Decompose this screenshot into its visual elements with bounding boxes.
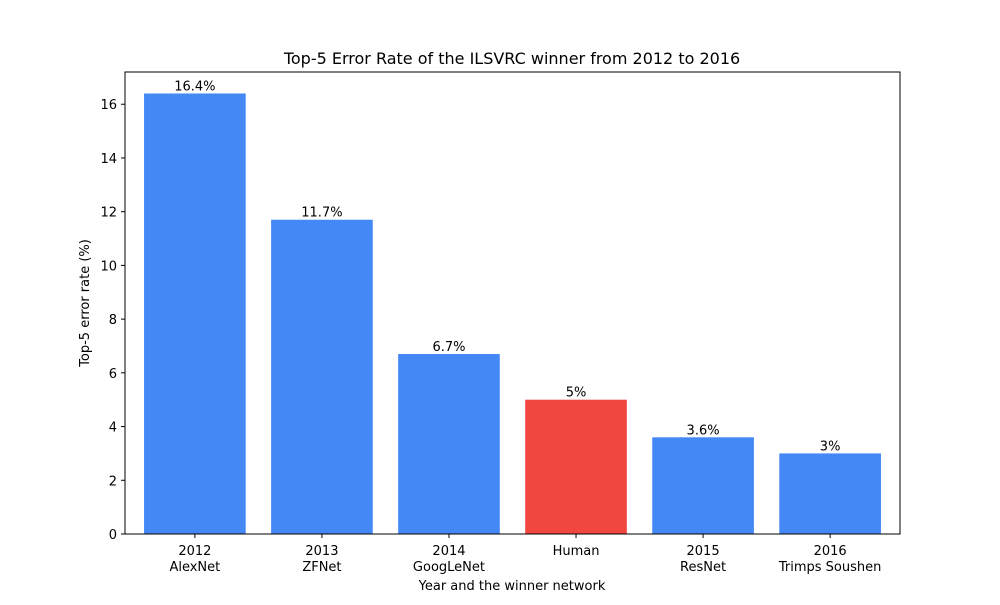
x-tick-label: 2012: [178, 544, 211, 559]
y-tick-label: 16: [100, 98, 117, 113]
data-label: 16.4%: [174, 79, 215, 94]
chart-title: Top-5 Error Rate of the ILSVRC winner fr…: [283, 49, 740, 68]
x-axis-label: Year and the winner network: [418, 579, 606, 594]
plot-frame: [124, 71, 901, 535]
data-label: 5%: [566, 386, 587, 401]
y-tick-label: 10: [100, 259, 117, 274]
y-tick-label: 4: [109, 421, 117, 436]
x-tick-label: 2014: [432, 544, 465, 559]
y-tick-label: 8: [109, 313, 117, 328]
x-tick-label: Human: [553, 544, 600, 559]
y-axis-label: Top-5 error rate (%): [78, 239, 93, 368]
bar: [271, 219, 373, 535]
x-tick-label: GoogLeNet: [413, 560, 485, 575]
x-tick-label: 2015: [687, 544, 720, 559]
data-label: 3%: [820, 439, 841, 454]
bar: [525, 399, 627, 534]
y-tick-label: 6: [109, 367, 117, 382]
bar: [398, 354, 500, 534]
data-label: 3.6%: [687, 423, 720, 438]
y-tick-label: 14: [100, 152, 117, 167]
x-tick-label: 2013: [305, 544, 338, 559]
y-tick-label: 0: [109, 528, 117, 543]
data-label: 11.7%: [301, 206, 342, 221]
x-tick-label: 2016: [814, 544, 847, 559]
bar: [779, 453, 881, 534]
data-label: 6.7%: [432, 340, 465, 355]
plot-area: 16.4%2012AlexNet11.7%2013ZFNet6.7%2014Go…: [100, 71, 901, 575]
x-tick-label: ZFNet: [302, 560, 341, 575]
x-tick-label: AlexNet: [169, 560, 220, 575]
y-tick-label: 2: [109, 474, 117, 489]
x-tick-label: Trimps Soushen: [778, 560, 882, 575]
x-tick-label: ResNet: [680, 560, 726, 575]
bar: [652, 437, 754, 534]
bar: [144, 93, 246, 534]
y-tick-label: 12: [100, 206, 117, 221]
